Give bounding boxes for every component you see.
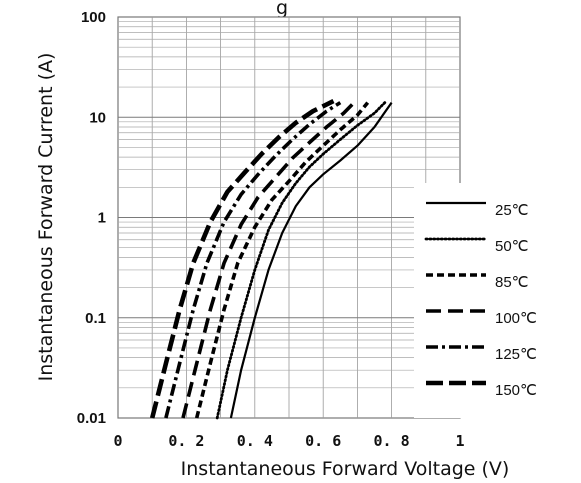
plot-grid	[117, 16, 461, 419]
x-tick-label: 0. 6	[305, 432, 341, 450]
legend-label: 125℃	[495, 346, 537, 363]
y-tick-label: 0.1	[85, 310, 106, 327]
tick-labels: 0.01 0.1 1 10 100 0 0. 2 0. 4 0. 6 0. 8 1	[77, 9, 465, 450]
series-layer	[149, 99, 393, 420]
series-line-3	[194, 101, 370, 419]
series-line-4	[181, 101, 356, 419]
x-tick-label: 0. 4	[237, 432, 273, 450]
x-tick-label: 0	[113, 432, 122, 450]
series-line-2	[215, 101, 387, 420]
series-line-1	[229, 101, 393, 419]
y-tick-label: 100	[81, 9, 106, 26]
chart-title-fragment: g	[276, 0, 288, 19]
series-line-5	[164, 101, 342, 419]
legend: 25℃ 50℃ 85℃ 100℃ 125℃ 150℃	[414, 183, 578, 418]
legend-label: 25℃	[495, 202, 529, 219]
legend-label: 100℃	[495, 310, 537, 327]
legend-box	[414, 183, 578, 418]
legend-label: 50℃	[495, 238, 529, 255]
y-tick-label: 10	[89, 109, 106, 126]
x-tick-label: 0. 2	[168, 432, 204, 450]
series-line-6	[149, 99, 335, 419]
legend-label: 85℃	[495, 274, 529, 291]
y-axis-label: Instantaneous Forward Current (A)	[35, 53, 57, 382]
x-tick-label: 0. 8	[374, 432, 410, 450]
y-tick-label: 1	[98, 210, 106, 227]
x-tick-label: 1	[455, 432, 464, 450]
y-tick-label: 0.01	[77, 410, 106, 427]
x-axis-label: Instantaneous Forward Voltage (V)	[181, 458, 510, 480]
legend-label: 150℃	[495, 382, 537, 399]
